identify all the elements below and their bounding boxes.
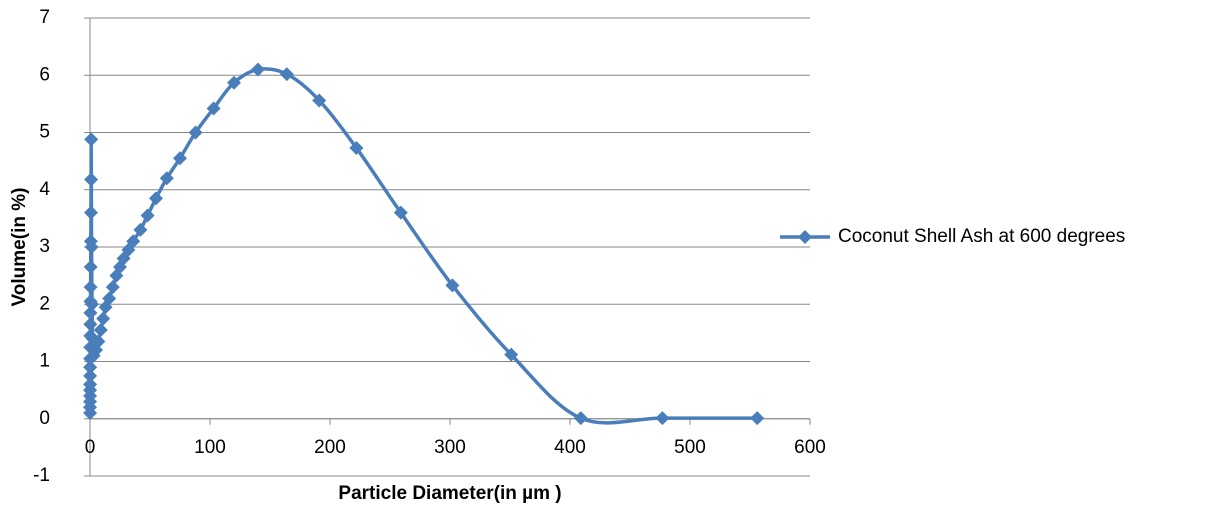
y-axis-title: Volume(in %) [9, 188, 30, 307]
data-point [83, 280, 98, 295]
data-point [105, 280, 120, 295]
data-point [504, 347, 519, 362]
data-point [83, 368, 98, 383]
data-point [655, 411, 670, 426]
x-tick-label: 400 [554, 437, 586, 458]
data-point [84, 172, 99, 187]
y-tick-label: 2 [39, 293, 50, 314]
x-tick-label: 200 [314, 437, 346, 458]
data-point [573, 411, 588, 426]
data-point [140, 208, 155, 223]
data-point [116, 251, 131, 266]
data-point [393, 205, 408, 220]
data-point [85, 297, 100, 312]
data-point [227, 75, 241, 90]
x-tick-label: 600 [794, 437, 826, 458]
x-tick-label: 100 [194, 437, 226, 458]
data-point [133, 222, 148, 237]
data-point [159, 171, 174, 186]
y-tick-label: 3 [39, 236, 50, 257]
y-tick-label: 4 [39, 179, 50, 200]
y-tick-label: 6 [39, 64, 50, 85]
data-point [83, 260, 98, 275]
data-point [84, 240, 99, 254]
data-point [251, 62, 265, 77]
data-point [173, 151, 187, 166]
data-point [102, 291, 117, 306]
legend-label: Coconut Shell Ash at 600 degrees [838, 226, 1125, 247]
data-point [93, 323, 108, 338]
data-point [279, 67, 294, 82]
data-point [445, 278, 460, 293]
data-point [84, 132, 99, 147]
data-point [126, 234, 141, 249]
series-line [88, 67, 758, 425]
data-point [206, 101, 221, 116]
data-point [91, 334, 106, 349]
y-tick-label: 5 [39, 122, 50, 143]
y-tick-label: -1 [33, 465, 50, 486]
legend-marker [798, 230, 812, 244]
x-tick-label: 300 [434, 437, 466, 458]
y-tick-label: 7 [39, 7, 50, 28]
data-point [312, 93, 327, 108]
data-point [149, 191, 163, 206]
data-point [349, 140, 364, 155]
data-point [750, 411, 765, 426]
data-point [188, 125, 203, 140]
x-tick-label: 500 [674, 437, 706, 458]
data-point [83, 317, 98, 332]
data-point [83, 377, 98, 392]
data-point [83, 360, 98, 375]
data-point [83, 205, 98, 220]
x-axis-title: Particle Diameter(in µm ) [338, 483, 561, 504]
x-tick-label: 0 [85, 437, 96, 458]
y-tick-label: 1 [39, 351, 50, 372]
y-tick-label: 0 [39, 408, 50, 429]
data-point [96, 311, 111, 326]
